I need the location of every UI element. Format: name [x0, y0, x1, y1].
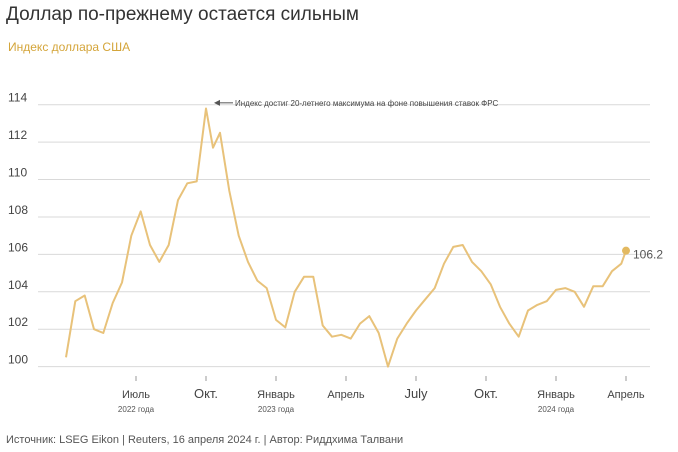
last-value-dot [622, 246, 630, 255]
x-tick-label-7: Апрель [607, 389, 645, 401]
x-tick-sublabel-6: 2024 года [538, 405, 575, 414]
x-tick-sublabel-0: 2022 года [118, 405, 155, 414]
y-tick-label-110: 110 [8, 166, 27, 180]
x-tick-label-4: July [404, 386, 428, 401]
annotation-text: Индекс достиг 20-летнего максимума на фо… [235, 99, 499, 108]
y-tick-label-108: 108 [8, 203, 28, 217]
y-tick-label-102: 102 [8, 315, 28, 329]
y-tick-label-114: 114 [8, 91, 27, 105]
annotation-arrow-head [214, 99, 220, 106]
x-tick-label-0: Июль [122, 389, 150, 401]
x-tick-sublabel-2: 2023 года [258, 405, 295, 414]
series-group: 106.2 [65, 107, 663, 368]
chart-title: Доллар по-прежнему остается сильным [6, 4, 359, 25]
chart-subtitle: Индекс доллара США [8, 40, 131, 54]
x-axis-ticks: Июль 2022 года Окт. Январь 2023 года Апрель Ju… [118, 376, 645, 414]
y-tick-label-100: 100 [8, 353, 28, 367]
y-tick-label-112: 112 [8, 128, 27, 142]
source-note: Источник: LSEG Eikon | Reuters, 16 апрел… [6, 434, 404, 446]
y-tick-label-106: 106 [8, 240, 28, 254]
x-tick-label-1: Окт. [194, 386, 218, 401]
x-tick-label-2: Январь [257, 389, 295, 401]
grid-lines [38, 104, 650, 368]
y-tick-label-104: 104 [8, 278, 28, 292]
x-tick-label-3: Апрель [327, 389, 365, 401]
annotation-group: Индекс достиг 20-летнего максимума на фо… [214, 99, 499, 108]
series-line-dollar-index [65, 107, 627, 368]
x-tick-label-5: Окт. [474, 386, 498, 401]
x-tick-label-6: Январь [537, 389, 575, 401]
last-value-label: 106.2 [633, 248, 663, 262]
y-axis-ticks: 100 102 104 106 108 110 112 114 [8, 91, 28, 367]
